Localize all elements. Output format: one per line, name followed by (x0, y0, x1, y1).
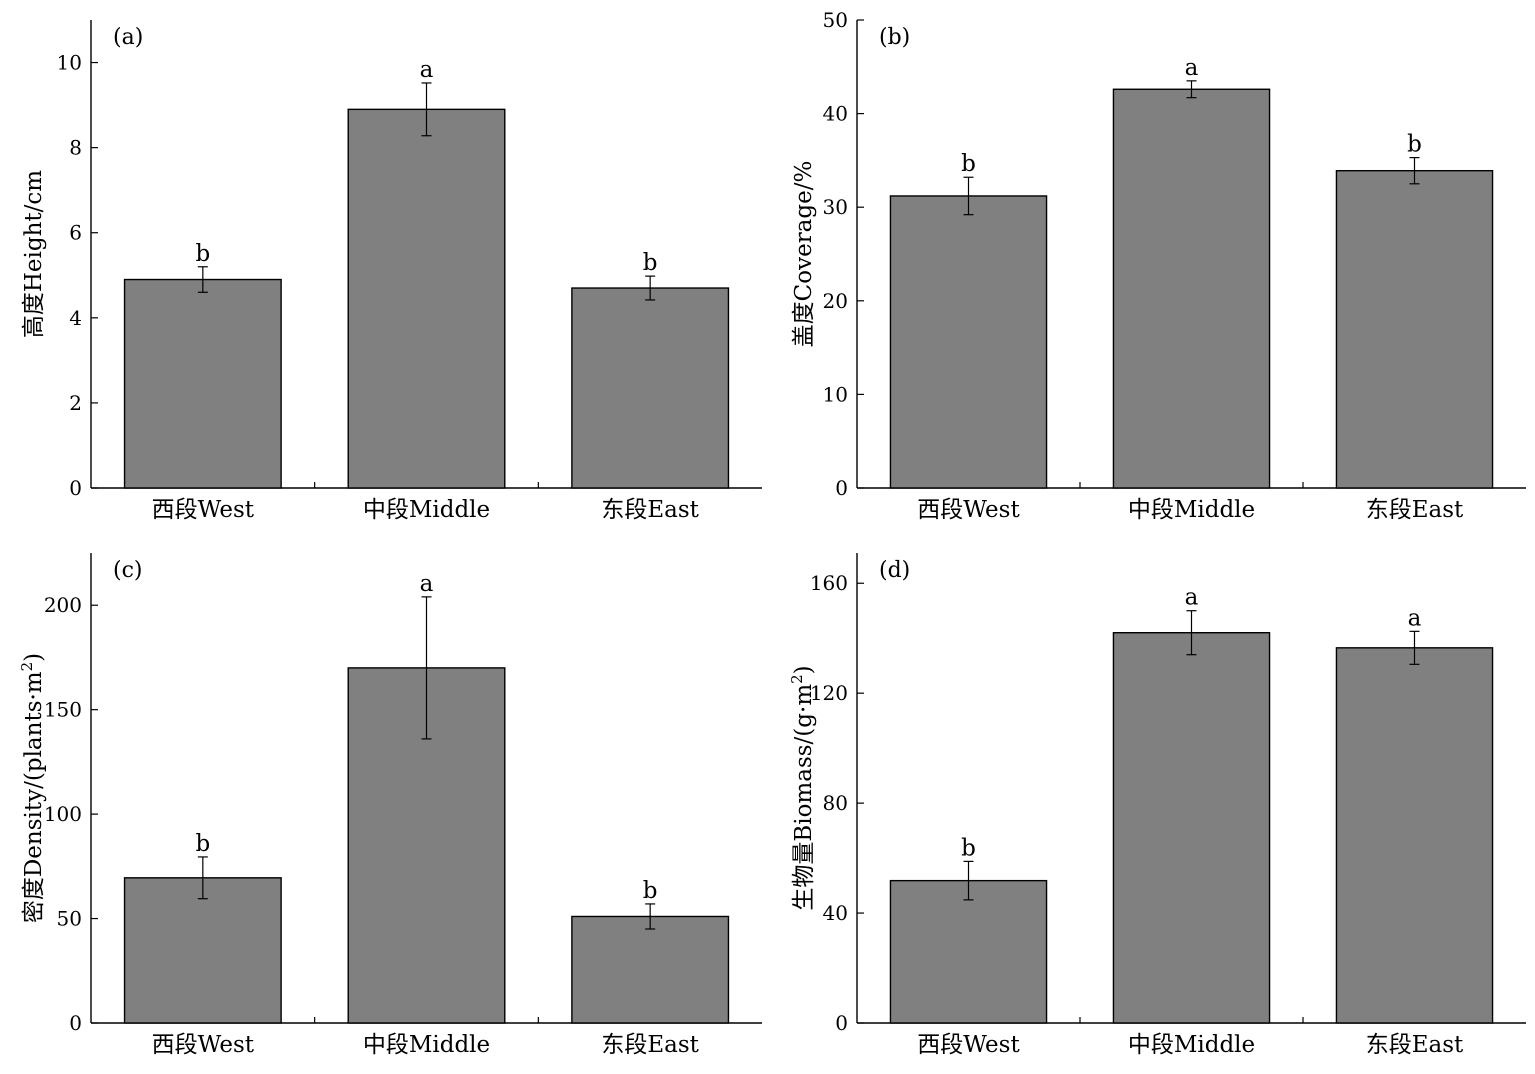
panel-label: (d) (879, 558, 910, 583)
significance-letter: b (1407, 132, 1422, 158)
significance-letter: b (643, 878, 658, 904)
y-axis-title-superscript: 2 (18, 662, 36, 672)
x-tick-label: 东段East (601, 497, 699, 523)
y-tick-label: 50 (57, 907, 82, 931)
y-tick-label: 160 (810, 571, 848, 595)
y-tick-label: 40 (823, 901, 848, 925)
x-tick-label: 西段West (152, 497, 255, 523)
significance-letter: b (961, 151, 976, 177)
bar (1112, 632, 1271, 1024)
panel-label: (b) (879, 25, 910, 50)
significance-letter: a (1408, 605, 1422, 631)
y-tick-label: 0 (69, 1011, 82, 1035)
y-axis-title-main: 高度Height/cm (21, 170, 47, 338)
bar (889, 879, 1048, 1024)
y-tick-label: 30 (823, 195, 848, 219)
y-axis-title-tail: ) (21, 653, 47, 662)
y-axis-title-main: 盖度Coverage/% (791, 161, 817, 348)
chart-panel-2: 0 10 20 30 40 50 b 西段West a 中段Middle b 东段East (b) 盖度C… (791, 8, 1526, 523)
chart-panel-3: 0 50 100 150 200 b 西段West a 中段Middle b 东段East (c) 密度… (18, 553, 762, 1058)
significance-letter: b (195, 241, 210, 267)
bar (123, 278, 282, 489)
bar (571, 287, 730, 489)
x-tick-label: 西段West (917, 497, 1020, 523)
bar (1112, 88, 1271, 489)
bar (123, 877, 282, 1024)
y-tick-label: 2 (69, 391, 82, 415)
x-tick-label: 中段Middle (363, 1032, 490, 1058)
y-axis-title-main: 生物量Biomass/(g·m (791, 684, 817, 911)
x-tick-label: 东段East (1366, 497, 1464, 523)
x-tick-label: 中段Middle (1128, 1032, 1255, 1058)
significance-letter: a (1185, 585, 1199, 611)
significance-letter: a (420, 571, 434, 597)
y-tick-label: 8 (69, 136, 82, 160)
x-tick-label: 西段West (917, 1032, 1020, 1058)
y-tick-label: 10 (823, 382, 848, 406)
y-tick-label: 200 (44, 593, 82, 617)
y-axis-title-tail: ) (791, 665, 817, 674)
y-axis-title: 盖度Coverage/% (791, 161, 817, 348)
significance-letter: b (961, 835, 976, 861)
y-tick-label: 100 (44, 802, 82, 826)
x-tick-label: 西段West (152, 1032, 255, 1058)
chart-panel-4: 0 40 80 120 160 b 西段West a 中段Middle a 东段East (d) 生物量… (788, 553, 1526, 1058)
x-tick-label: 中段Middle (1128, 497, 1255, 523)
bar (1335, 647, 1494, 1024)
bar (347, 108, 506, 489)
panel-label: (a) (113, 25, 143, 50)
y-axis-title-superscript: 2 (788, 674, 806, 684)
bar (1335, 169, 1494, 489)
chart-panel-1: 0 2 4 6 8 10 b 西段West a 中段Middle b 东段East (a) 高度Heigh… (21, 20, 762, 523)
significance-letter: b (643, 250, 658, 276)
y-axis-title: 生物量Biomass/(g·m2) (788, 665, 817, 910)
x-tick-label: 东段East (601, 1032, 699, 1058)
y-tick-label: 4 (69, 306, 82, 330)
bar (571, 915, 730, 1024)
significance-letter: b (195, 831, 210, 857)
significance-letter: a (1185, 55, 1199, 81)
y-tick-label: 80 (823, 791, 848, 815)
x-tick-label: 东段East (1366, 1032, 1464, 1058)
y-tick-label: 20 (823, 289, 848, 313)
y-tick-label: 150 (44, 698, 82, 722)
x-tick-label: 中段Middle (363, 497, 490, 523)
y-axis-title: 密度Density/(plants·m2) (18, 653, 47, 923)
y-tick-label: 10 (57, 51, 82, 75)
y-tick-label: 0 (69, 476, 82, 500)
y-tick-label: 120 (810, 681, 848, 705)
y-tick-label: 6 (69, 221, 82, 245)
y-tick-label: 50 (823, 8, 848, 32)
y-tick-label: 0 (835, 1011, 848, 1035)
panel-label: (c) (113, 558, 143, 583)
significance-letter: a (420, 57, 434, 83)
bar (889, 195, 1048, 489)
y-axis-title-main: 密度Density/(plants·m (21, 671, 47, 923)
y-axis-title: 高度Height/cm (21, 170, 47, 338)
y-tick-label: 40 (823, 102, 848, 126)
y-tick-label: 0 (835, 476, 848, 500)
